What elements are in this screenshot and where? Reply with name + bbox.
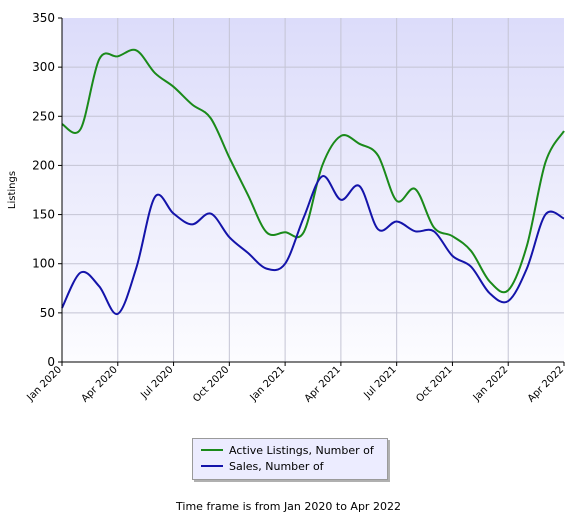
x-tick-label: Apr 2020	[80, 364, 120, 404]
time-frame-note: Time frame is from Jan 2020 to Apr 2022	[176, 500, 401, 513]
legend-item-active-listings: Active Listings, Number of	[201, 443, 374, 457]
legend-label-active-listings: Active Listings, Number of	[229, 443, 374, 457]
y-tick-label: 250	[32, 109, 55, 123]
x-tick-label: Jan 2022	[471, 364, 511, 404]
y-tick-label: 0	[47, 355, 55, 369]
x-tick-label: Oct 2020	[191, 364, 231, 404]
y-tick-label: 300	[32, 60, 55, 74]
y-tick-label: 350	[32, 11, 55, 25]
legend-item-sales: Sales, Number of	[201, 459, 324, 473]
series-line-sales	[61, 175, 565, 315]
x-tick-label: Oct 2021	[414, 364, 454, 404]
x-tick-label: Jul 2021	[362, 364, 399, 401]
y-tick-label: 50	[40, 306, 55, 320]
legend: Active Listings, Number of Sales, Number…	[192, 438, 388, 480]
x-tick-label: Apr 2021	[303, 364, 343, 404]
y-tick-label: 150	[32, 208, 55, 222]
y-tick-label: 100	[32, 257, 55, 271]
x-tick-label: Apr 2022	[526, 364, 566, 404]
y-axis-title: Listings	[7, 171, 18, 209]
x-tick-label: Jan 2020	[24, 364, 64, 404]
x-tick-label: Jul 2020	[138, 364, 175, 401]
series-line-active-listings	[61, 48, 565, 294]
x-tick-label: Jan 2021	[248, 364, 288, 404]
line-chart: 0 50 100 150 200 250 300 350 Jan 2020 Apr 2020 Ju…	[7, 11, 566, 405]
y-tick-label: 200	[32, 158, 55, 172]
legend-label-sales: Sales, Number of	[229, 459, 324, 473]
legend-swatch-sales	[201, 465, 223, 467]
legend-swatch-active-listings	[201, 449, 223, 451]
